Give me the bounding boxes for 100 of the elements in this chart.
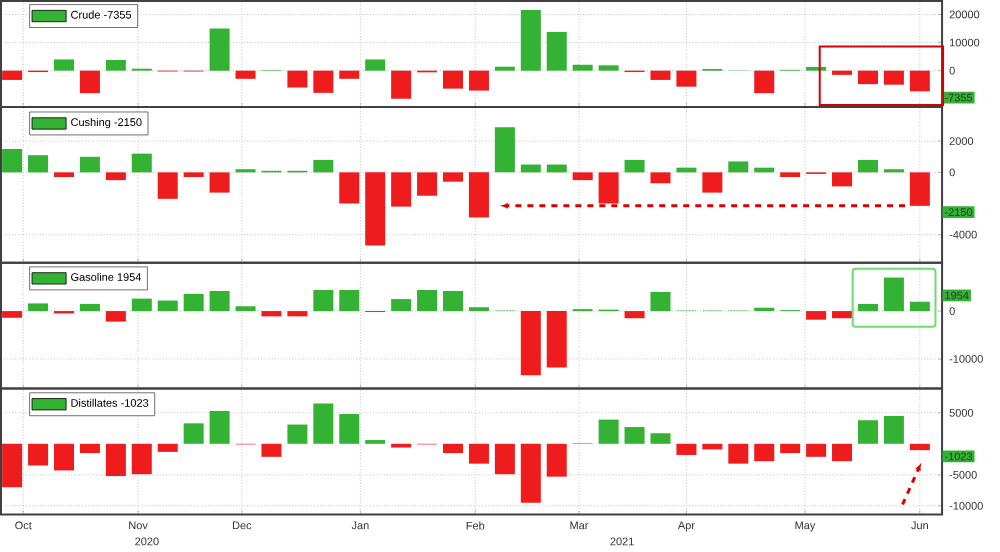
bar	[624, 311, 645, 319]
bar	[183, 423, 204, 444]
bar	[520, 443, 541, 503]
bar	[209, 290, 230, 312]
bar	[391, 70, 412, 99]
bar	[28, 155, 49, 173]
bar	[365, 172, 386, 246]
bar	[209, 410, 230, 444]
bar	[313, 403, 334, 444]
bar	[443, 70, 464, 89]
bar	[909, 70, 930, 92]
bar	[546, 443, 567, 477]
bar	[624, 427, 645, 444]
bar	[79, 303, 100, 312]
bar	[754, 70, 775, 94]
bar	[494, 127, 515, 173]
bar	[728, 161, 749, 173]
bar	[391, 299, 412, 312]
bar	[105, 443, 126, 477]
bar	[339, 70, 360, 79]
bar	[339, 414, 360, 444]
bar	[468, 70, 489, 91]
bar	[650, 70, 671, 80]
bar	[598, 172, 619, 204]
bar	[443, 172, 464, 182]
bar	[857, 420, 878, 444]
bar	[806, 311, 827, 320]
bar	[131, 298, 152, 312]
bar	[443, 290, 464, 312]
bar	[131, 153, 152, 173]
bar	[2, 311, 23, 318]
bar	[157, 443, 178, 452]
bar	[79, 156, 100, 173]
bar	[650, 172, 671, 184]
bar	[287, 424, 308, 444]
bar	[287, 70, 308, 88]
bar	[235, 306, 256, 312]
bar	[650, 433, 671, 444]
bar	[2, 70, 23, 80]
bar	[313, 70, 334, 93]
bar	[780, 443, 801, 454]
bar	[520, 311, 541, 376]
bar	[832, 172, 853, 187]
bar	[53, 172, 74, 178]
bar	[28, 443, 49, 466]
bar	[157, 300, 178, 312]
bar	[883, 277, 904, 312]
bar	[2, 443, 23, 488]
bar	[520, 9, 541, 71]
bar	[209, 28, 230, 71]
bar	[28, 303, 49, 312]
bar	[676, 443, 697, 455]
bar	[546, 311, 567, 368]
bar	[598, 65, 619, 71]
bar	[339, 290, 360, 312]
bar	[468, 172, 489, 218]
bar	[806, 443, 827, 457]
bar	[520, 164, 541, 173]
bar	[857, 159, 878, 173]
bar	[365, 59, 386, 71]
bar	[780, 172, 801, 178]
bar	[546, 164, 567, 173]
bar	[909, 301, 930, 312]
bar	[183, 172, 204, 178]
bar	[105, 172, 126, 181]
bar	[754, 443, 775, 462]
bar	[157, 172, 178, 199]
bar	[235, 70, 256, 79]
bar	[676, 70, 697, 87]
bar	[832, 311, 853, 319]
bar	[209, 172, 230, 193]
bar	[105, 311, 126, 322]
bar	[53, 443, 74, 471]
bar	[261, 443, 282, 457]
bar	[339, 172, 360, 204]
bar	[598, 419, 619, 444]
bar	[105, 59, 126, 71]
bar	[650, 291, 671, 312]
bar	[857, 303, 878, 312]
bar	[417, 172, 438, 196]
bar	[728, 443, 749, 464]
bar	[883, 70, 904, 85]
bar	[909, 172, 930, 206]
bar	[624, 159, 645, 173]
bar	[572, 64, 593, 71]
bar	[79, 70, 100, 94]
bar	[572, 172, 593, 181]
bar	[832, 443, 853, 462]
bar	[417, 290, 438, 312]
bar	[287, 311, 308, 317]
bar	[391, 172, 412, 207]
bar	[443, 443, 464, 454]
bar	[702, 172, 723, 193]
bar	[883, 415, 904, 444]
bar	[857, 70, 878, 85]
bar	[131, 443, 152, 475]
bar	[261, 311, 282, 317]
bar	[79, 443, 100, 454]
bar	[313, 290, 334, 312]
bar	[494, 443, 515, 475]
